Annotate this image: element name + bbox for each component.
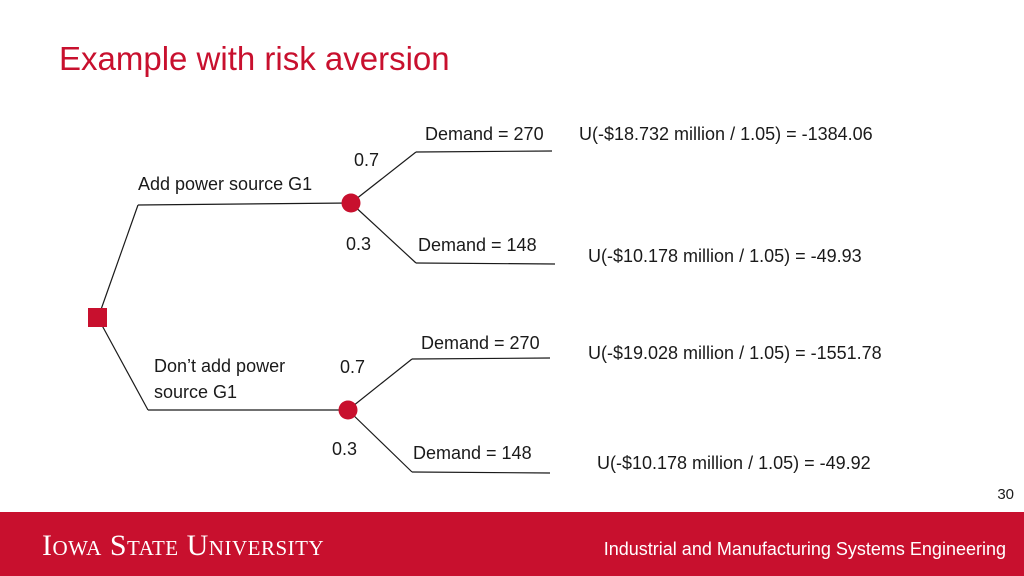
outcome-line-2 <box>350 202 417 264</box>
decision-node <box>88 308 107 327</box>
decision-tree <box>88 150 556 474</box>
branch-to-add <box>97 204 139 319</box>
outcome-baseline-2 <box>415 262 556 265</box>
probability-label: 0.3 <box>346 234 372 254</box>
university-logo: Iowa State University <box>42 529 325 562</box>
decision-label-add: Add power source G1 <box>138 174 313 194</box>
branch-to-dont-add <box>97 317 149 411</box>
outcome-line-1 <box>350 151 417 204</box>
probability-label: 0.7 <box>354 150 380 170</box>
utility-label: U(-$19.028 million / 1.05) = -1551.78 <box>588 343 882 363</box>
probability-label: 0.7 <box>340 357 366 377</box>
utility-label: U(-$18.732 million / 1.05) = -1384.06 <box>579 124 873 144</box>
decision-label-dont-add: Don’t add power source G1 <box>154 356 286 402</box>
outcome-baseline-1 <box>415 150 553 153</box>
outcome-label: Demand = 270 <box>421 333 540 353</box>
utility-label: U(-$10.178 million / 1.05) = -49.92 <box>597 453 871 473</box>
page-number: 30 <box>997 486 1014 503</box>
utility-label: U(-$10.178 million / 1.05) = -49.93 <box>588 246 862 266</box>
department-name: Industrial and Manufacturing Systems Eng… <box>603 539 1006 559</box>
outcome-line-4 <box>347 409 413 473</box>
outcome-baseline-3 <box>411 357 551 360</box>
outcome-label: Demand = 148 <box>413 443 532 463</box>
page-title: Example with risk aversion <box>59 40 450 77</box>
outcome-line-3 <box>347 358 413 411</box>
outcome-label: Demand = 270 <box>425 124 544 144</box>
branch-add-baseline <box>137 202 352 206</box>
outcome-baseline-4 <box>411 471 551 474</box>
tree-lines <box>97 150 556 474</box>
chance-node-add <box>341 193 361 213</box>
probability-label: 0.3 <box>332 439 358 459</box>
chance-node-dont-add <box>338 400 358 420</box>
outcome-label: Demand = 148 <box>418 235 537 255</box>
footer-bar: Iowa State University Industrial and Man… <box>0 512 1024 576</box>
